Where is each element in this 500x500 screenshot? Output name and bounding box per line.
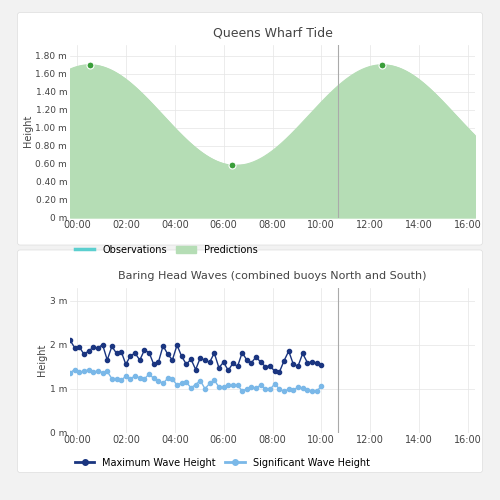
- Title: Queens Wharf Tide: Queens Wharf Tide: [212, 26, 332, 40]
- Y-axis label: Height: Height: [37, 344, 47, 376]
- Legend: Maximum Wave Height, Significant Wave Height: Maximum Wave Height, Significant Wave He…: [75, 458, 370, 468]
- Legend: Observations, Predictions: Observations, Predictions: [75, 245, 258, 255]
- Title: Baring Head Waves (combined buoys North and South): Baring Head Waves (combined buoys North …: [118, 271, 427, 281]
- Point: [86, 61, 94, 69]
- Point: [378, 61, 386, 69]
- Point: [228, 162, 236, 170]
- Y-axis label: Height: Height: [22, 115, 32, 148]
